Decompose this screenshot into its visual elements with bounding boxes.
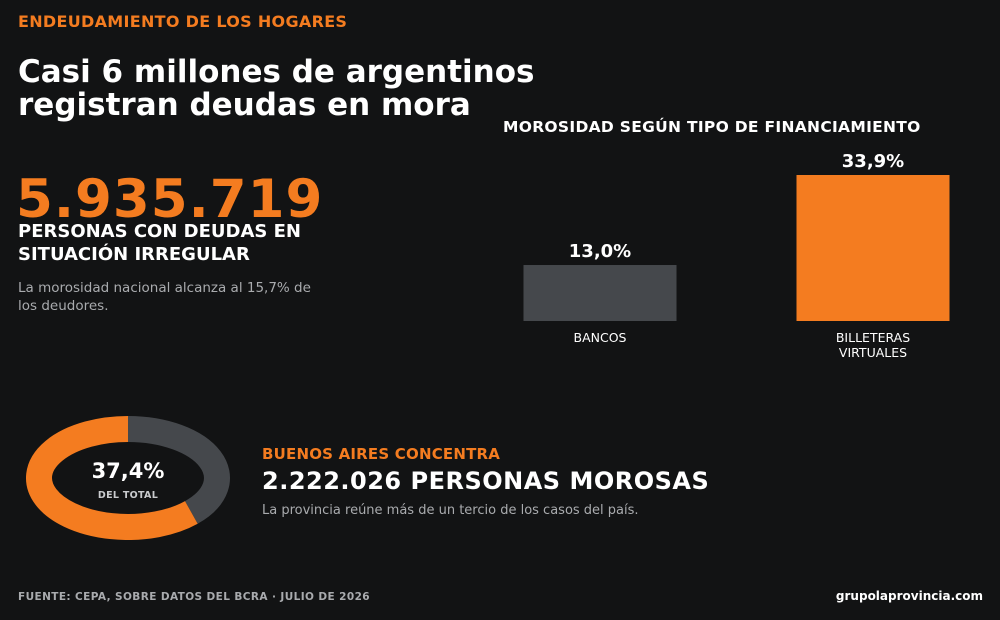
donut-svg — [26, 416, 230, 540]
donut-chart — [25, 416, 231, 540]
bar-value-label: 13,0% — [569, 241, 631, 262]
donut-center-value: 37,4% — [91, 459, 165, 483]
bar-billeteras-virtuales — [796, 175, 950, 321]
bar-bancos — [523, 265, 677, 321]
kicker: ENDEUDAMIENTO DE LOS HOGARES — [18, 12, 348, 31]
debtor-count-label: PERSONAS CON DEUDAS EN SITUACIÓN IRREGUL… — [18, 221, 301, 265]
donut-slice-rest — [26, 416, 198, 540]
bar-value-label: 33,9% — [842, 151, 904, 172]
site-credit: grupolaprovincia.com — [835, 589, 983, 603]
buenos-aires-kicker: BUENOS AIRES CONCENTRA — [262, 445, 501, 463]
source-credit: FUENTE: CEPA, SOBRE DATOS DEL BCRA · JUL… — [18, 591, 370, 603]
buenos-aires-note: La provincia reúne más de un tercio de l… — [262, 503, 639, 518]
chart-title: MOROSIDAD SEGÚN TIPO DE FINANCIAMIENTO — [503, 118, 921, 136]
bar-category-label: BILLETERAS VIRTUALES — [836, 330, 910, 360]
debtor-count: 5.935.719 — [16, 169, 324, 230]
donut-slice-buenos-aires — [127, 416, 230, 524]
buenos-aires-stat: 2.222.026 PERSONAS MOROSAS — [262, 467, 710, 495]
donut-center-label: DEL TOTAL — [97, 490, 159, 501]
bar-category-label: BANCOS — [574, 330, 627, 345]
delinquency-note: La morosidad nacional alcanza al 15,7% d… — [18, 280, 311, 314]
page-title: Casi 6 millones de argentinos registran … — [18, 54, 535, 123]
